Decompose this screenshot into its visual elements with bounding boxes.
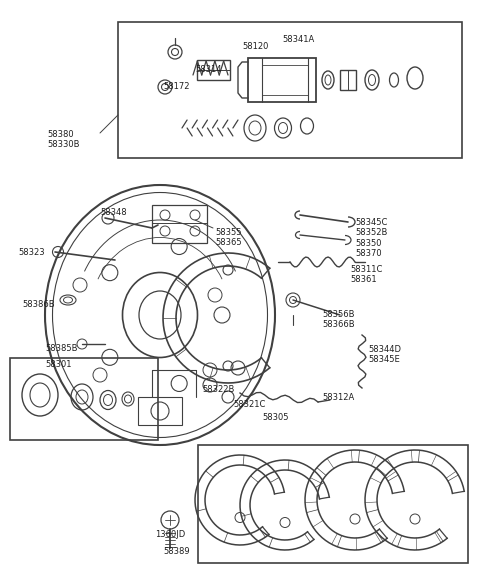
Bar: [10, 358, 158, 440]
Text: 58305: 58305: [262, 413, 288, 422]
Text: 58341A: 58341A: [282, 35, 314, 44]
Bar: [340, 70, 356, 90]
Text: 58321C: 58321C: [233, 400, 265, 409]
Text: 58312A: 58312A: [322, 393, 354, 402]
Text: 58311C
58361: 58311C 58361: [350, 265, 383, 285]
Text: 58385B: 58385B: [45, 344, 77, 353]
Text: 58345C
58352B
58350
58370: 58345C 58352B 58350 58370: [355, 218, 387, 258]
Bar: [197, 60, 230, 80]
Text: 58314: 58314: [195, 65, 221, 74]
Text: 58323: 58323: [18, 248, 45, 257]
Text: 58120: 58120: [242, 42, 268, 51]
Text: 58344D
58345E: 58344D 58345E: [368, 345, 401, 364]
Text: 58301: 58301: [45, 360, 72, 369]
Text: 58386B: 58386B: [22, 300, 55, 309]
Text: 58356B
58366B: 58356B 58366B: [322, 310, 355, 329]
Text: 58389: 58389: [163, 547, 190, 556]
Bar: [248, 58, 316, 102]
Bar: [138, 397, 182, 425]
Text: 58348: 58348: [100, 208, 127, 217]
Bar: [152, 205, 207, 243]
Text: 58380
58330B: 58380 58330B: [47, 130, 80, 149]
Bar: [198, 445, 468, 563]
Text: 58355
58365: 58355 58365: [215, 228, 241, 247]
Bar: [118, 22, 462, 158]
Text: 58172: 58172: [163, 82, 190, 91]
Text: 58322B: 58322B: [202, 385, 234, 394]
Text: 1360JD: 1360JD: [155, 530, 185, 539]
